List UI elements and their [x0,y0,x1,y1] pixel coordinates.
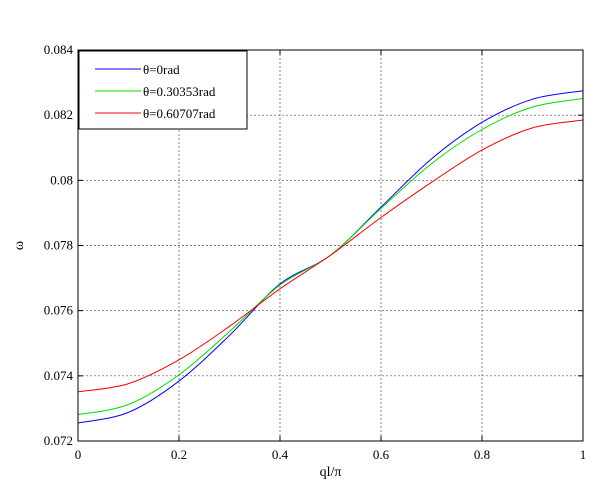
x-tick-label: 0 [75,447,82,462]
legend: θ=0rad θ=0.30353rad θ=0.60707rad [78,50,248,130]
legend-label: θ=0.60707rad [143,106,216,121]
ticks: 0 0.2 0.4 0.6 0.8 1 0.072 0.074 0.076 0.078 0.08 0.… [44,42,587,462]
y-axis-label: ω [12,241,27,250]
x-tick-label: 0.8 [474,447,490,462]
x-tick-label: 0.2 [171,447,187,462]
series-line-3 [77,119,584,393]
y-tick-label: 0.08 [50,172,73,187]
x-tick-label: 1 [580,447,587,462]
y-tick-label: 0.084 [44,42,74,57]
y-tick-label: 0.074 [44,368,74,383]
legend-box [78,50,248,130]
x-axis-label: ql/π [320,465,342,480]
legend-label: θ=0.30353rad [143,84,216,99]
y-tick-label: 0.072 [44,433,73,448]
x-tick-label: 0.6 [373,447,390,462]
y-tick-label: 0.076 [44,303,74,318]
y-tick-label: 0.082 [44,107,73,122]
x-tick-label: 0.4 [272,447,289,462]
axis-labels: ql/π ω [12,241,341,480]
series-lines [77,90,584,424]
y-tick-label: 0.078 [44,238,73,253]
legend-label: θ=0rad [143,62,180,77]
